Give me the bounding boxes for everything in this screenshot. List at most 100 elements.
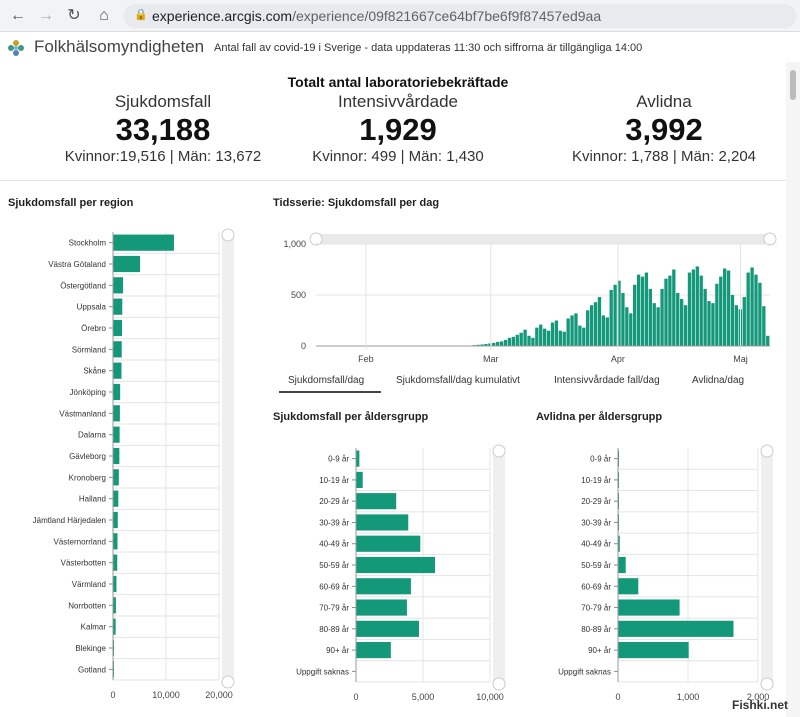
category-label: 20-29 år xyxy=(319,497,349,506)
category-label: Västmanland xyxy=(59,409,106,418)
age-deaths-chart-title: Avlidna per åldersgrupp xyxy=(536,411,663,423)
y-tick-label: 500 xyxy=(291,290,306,300)
tab-icu-per-day[interactable]: Intensivvårdade fall/dag xyxy=(554,375,660,386)
bar xyxy=(113,575,117,593)
bar xyxy=(550,322,555,346)
app-subtitle: Antal fall av covid-19 i Sverige - data … xyxy=(214,42,643,54)
bar xyxy=(613,284,617,346)
range-slider-track xyxy=(312,234,774,244)
bar xyxy=(113,597,116,614)
tab-cases-per-day[interactable]: Sjukdomsfall/dag xyxy=(288,375,365,386)
stat-icu-value: 1,929 xyxy=(359,112,437,147)
bar xyxy=(636,274,641,346)
x-tick-label: Apr xyxy=(611,354,625,364)
age-cases-chart-title: Sjukdomsfall per åldersgrupp xyxy=(273,411,429,423)
bar xyxy=(618,578,639,595)
stat-cases-value: 33,188 xyxy=(115,112,211,147)
bar xyxy=(589,305,594,346)
category-label: Norrbotten xyxy=(68,601,106,610)
divider xyxy=(0,180,786,181)
bar xyxy=(746,272,750,346)
bar xyxy=(664,278,668,346)
scroll-handle-top xyxy=(492,444,506,458)
y-tick-label: 0 xyxy=(301,341,306,351)
bar xyxy=(711,303,715,346)
bar xyxy=(499,341,504,346)
back-icon[interactable]: ← xyxy=(10,7,26,24)
category-label: Jönköping xyxy=(70,388,106,397)
category-label: 60-69 år xyxy=(319,582,349,591)
category-label: 70-79 år xyxy=(319,604,349,613)
category-label: Kalmar xyxy=(81,623,107,632)
bar xyxy=(633,284,637,346)
bar xyxy=(766,335,770,346)
bar xyxy=(566,318,570,346)
bar xyxy=(113,383,121,401)
scroll-handle-top xyxy=(760,444,774,458)
bar xyxy=(597,297,602,346)
stat-deaths-value: 3,992 xyxy=(625,112,703,147)
address-bar[interactable]: 🔒 experience.arcgis.com/experience/09f82… xyxy=(124,4,796,28)
category-label: Skåne xyxy=(83,367,106,376)
bar xyxy=(511,336,516,346)
bar xyxy=(496,341,500,346)
scroll-handle-top xyxy=(221,228,235,242)
category-label: Dalarna xyxy=(78,431,107,440)
bar xyxy=(113,255,141,273)
stat-deaths-label: Avlidna xyxy=(636,92,692,111)
scroll-handle-bottom xyxy=(760,677,774,691)
timeseries-bar-chart: 0 500 1,000 Feb Mar Apr Maj xyxy=(283,232,777,364)
bar xyxy=(554,320,559,346)
category-label: 80-89 år xyxy=(319,625,349,634)
stat-cases-label: Sjukdomsfall xyxy=(114,92,212,111)
bar xyxy=(648,288,652,346)
bar xyxy=(356,514,409,531)
category-label: 70-79 år xyxy=(581,604,611,613)
bar xyxy=(668,275,672,346)
category-label: 10-19 år xyxy=(581,476,611,485)
bar xyxy=(515,334,519,346)
bar xyxy=(356,493,397,510)
category-label: 90+ år xyxy=(588,646,611,655)
bar xyxy=(356,556,436,574)
bar xyxy=(113,533,118,550)
bar xyxy=(754,274,758,346)
bar xyxy=(531,337,535,346)
bar xyxy=(707,301,711,346)
bar xyxy=(356,578,411,595)
bar xyxy=(356,642,391,659)
category-label: Uppsala xyxy=(77,303,107,312)
forward-icon[interactable]: → xyxy=(38,7,54,24)
tab-deaths-per-day[interactable]: Avlidna/dag xyxy=(692,375,745,386)
active-tab-indicator xyxy=(279,391,381,393)
category-label: Jämtland Härjedalen xyxy=(33,516,106,525)
category-label: Sörmland xyxy=(72,345,106,354)
timeseries-chart-title: Tidsserie: Sjukdomsfall per dag xyxy=(273,197,440,209)
folkhalsomyndigheten-logo-icon xyxy=(8,40,24,56)
home-icon[interactable]: ⌂ xyxy=(99,7,109,24)
bar xyxy=(570,315,574,346)
page-scrollbar-thumb[interactable] xyxy=(790,70,796,100)
bar xyxy=(356,535,421,552)
range-slider-end-handle xyxy=(763,232,777,246)
x-tick-label: 0 xyxy=(615,692,620,702)
bar xyxy=(617,280,621,346)
category-label: Uppgift saknas xyxy=(296,667,349,676)
bar xyxy=(543,328,547,346)
scroll-handle-bottom xyxy=(221,675,235,689)
bar xyxy=(644,272,649,346)
reload-icon[interactable]: ↻ xyxy=(67,7,81,24)
bar xyxy=(113,469,119,486)
bar xyxy=(734,305,739,346)
tab-cases-cumulative[interactable]: Sjukdomsfall/dag kumulativt xyxy=(396,375,520,386)
bar xyxy=(488,343,492,346)
region-chart-title: Sjukdomsfall per region xyxy=(8,197,134,209)
x-tick-label: Mar xyxy=(483,354,499,364)
page-scrollbar[interactable] xyxy=(786,62,800,717)
age-deaths-bar-chart: 0-9 år 10-19 år 20-29 år 30-39 år 40-49 år 50… xyxy=(558,444,774,702)
bar xyxy=(609,289,613,346)
bar xyxy=(656,307,660,346)
bar xyxy=(113,618,116,635)
bar xyxy=(113,319,123,337)
scroll-track xyxy=(761,446,773,688)
